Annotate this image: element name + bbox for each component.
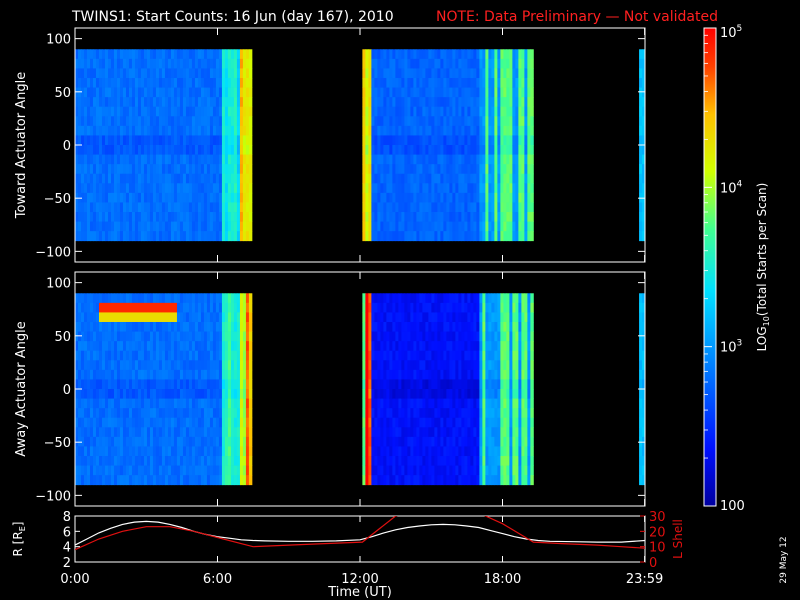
y-axis-label: Away Actuator Angle <box>14 321 29 456</box>
right-tick-label: 30 <box>649 510 666 525</box>
date-stamp: 29 May 12 <box>779 536 789 583</box>
y-tick-label: 0 <box>63 139 71 154</box>
x-tick-label: 12:00 <box>341 572 378 587</box>
colorbar-tick-label: 100 <box>720 499 745 514</box>
y-tick-label: 50 <box>54 330 71 345</box>
y-tick-label: 100 <box>46 277 71 292</box>
y-tick-label: 100 <box>46 33 71 48</box>
left-tick-label: 8 <box>63 510 71 525</box>
colorbar-label: LOG10(Total Starts per Scan) <box>755 183 771 352</box>
toward-angle-panel: −100 −50 0 50 100 Toward Actuator Angle <box>14 27 646 263</box>
colorbar: 100 103 104 105 LOG10(Total Starts per Scan… <box>703 24 771 514</box>
x-tick-label: 18:00 <box>484 572 521 587</box>
y-tick-label: −100 <box>35 489 71 504</box>
left-axis-label: R [RE] <box>11 522 27 557</box>
y-tick-label: −100 <box>35 245 71 260</box>
right-tick-label: 20 <box>649 525 666 540</box>
x-tick-label: 6:00 <box>203 572 232 587</box>
x-tick-label: 0:00 <box>60 572 89 587</box>
right-axis-label: L Shell <box>671 519 685 559</box>
x-axis-label: Time (UT) <box>327 585 392 600</box>
left-tick-label: 4 <box>63 541 71 556</box>
right-tick-label: 10 <box>649 541 666 556</box>
y-tick-label: 50 <box>54 86 71 101</box>
left-tick-label: 2 <box>63 556 71 571</box>
colorbar-ramp <box>704 28 716 506</box>
l-shell-trace-line <box>75 516 645 551</box>
y-axis-label: Toward Actuator Angle <box>14 72 29 219</box>
x-tick-label: 23:59 <box>626 572 663 587</box>
colorbar-tick-label: 105 <box>720 24 742 41</box>
left-tick-label: 6 <box>63 525 71 540</box>
r-trace-line <box>75 520 645 546</box>
y-tick-label: −50 <box>44 436 71 451</box>
away-angle-panel: −100 −50 0 50 100 Away Actuator Angle <box>14 271 646 507</box>
chart-title: TWINS1: Start Counts: 16 Jun (day 167), … <box>71 9 394 25</box>
colorbar-tick-label: 103 <box>720 339 742 356</box>
y-tick-label: 0 <box>63 383 71 398</box>
y-tick-label: −50 <box>44 192 71 207</box>
colorbar-tick-label: 104 <box>720 179 743 196</box>
chart-note: NOTE: Data Preliminary — Not validated <box>436 9 718 25</box>
right-tick-label: 0 <box>649 556 657 571</box>
